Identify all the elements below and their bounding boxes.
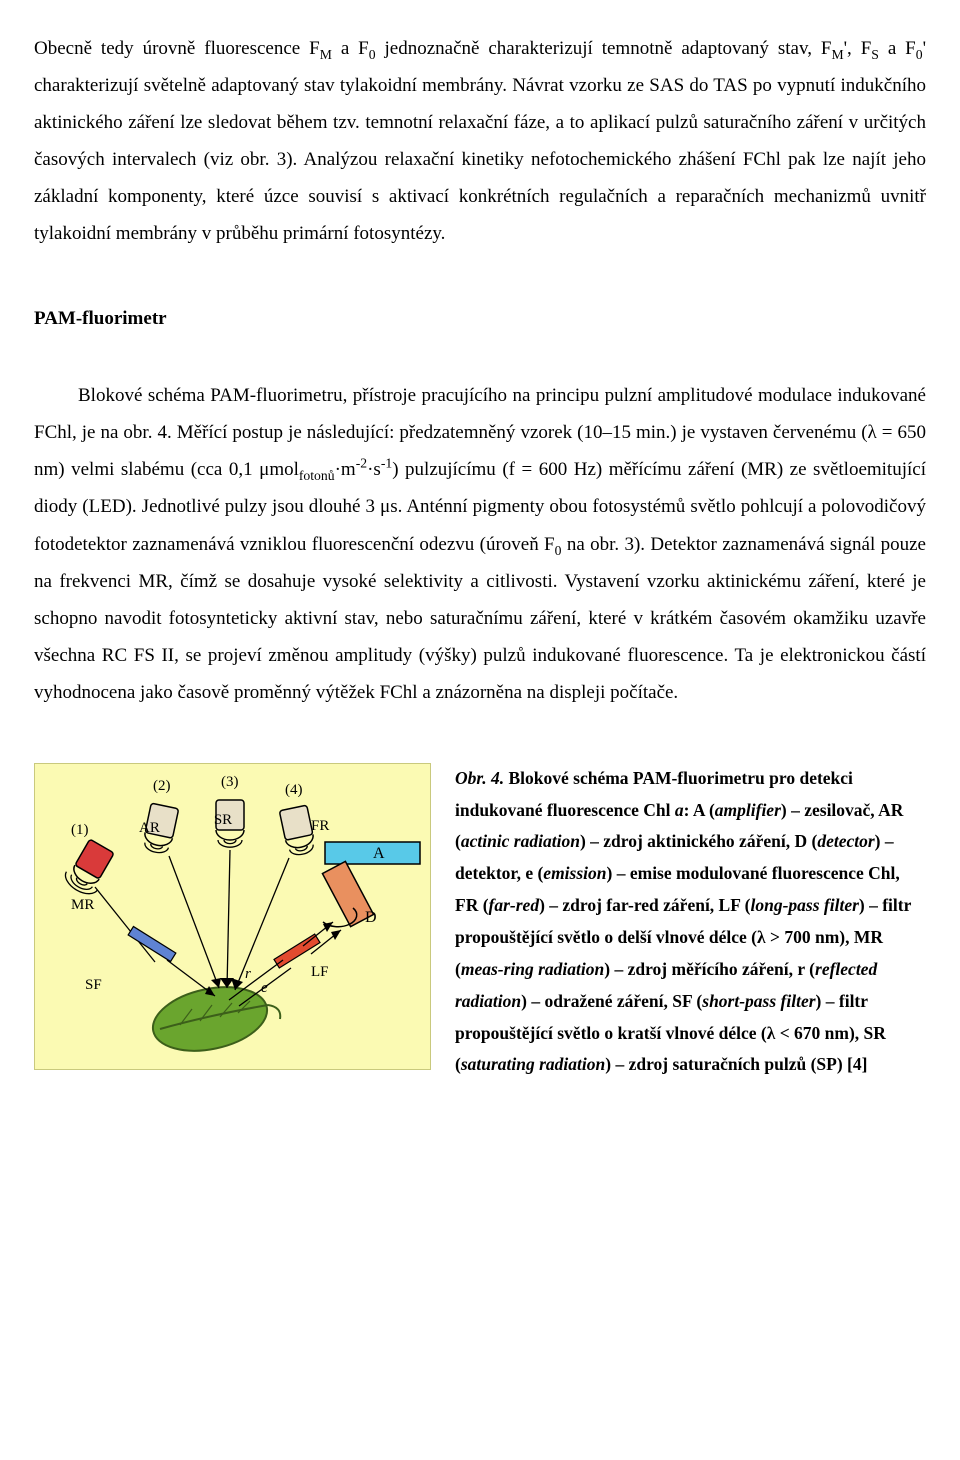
italic: actinic radiation xyxy=(461,831,580,851)
svg-text:r: r xyxy=(245,966,251,982)
text: na obr. 3). Detektor zaznamenává signál … xyxy=(34,534,926,703)
italic: meas-ring radiation xyxy=(461,959,604,979)
italic: far-red xyxy=(489,895,540,915)
text: ) – odražené záření, SF ( xyxy=(521,991,702,1011)
figure-4-block: (1) (2) (3) (4) MR AR SR FR A D SF LF re Obr. 4. Blo… xyxy=(34,763,926,1081)
paragraph-1: Obecně tedy úrovně fluorescence FM a F0 … xyxy=(34,30,926,252)
caption-label: Obr. 4. xyxy=(455,768,504,788)
text: ) – zdroj saturačních pulzů (SP) [4] xyxy=(605,1054,867,1074)
italic: short-pass filter xyxy=(702,991,815,1011)
svg-text:FR: FR xyxy=(311,818,329,834)
text: ) – zdroj far-red záření, LF ( xyxy=(539,895,750,915)
svg-text:SF: SF xyxy=(85,977,102,993)
svg-text:(3): (3) xyxy=(221,774,239,790)
subscript: 0 xyxy=(916,47,923,62)
italic: detector xyxy=(817,831,874,851)
subscript: fotonů xyxy=(299,468,335,483)
text: ' charakterizují světelně adaptovaný sta… xyxy=(34,38,926,244)
section-title: PAM-fluorimetr xyxy=(34,300,926,337)
text: ) – zdroj měřícího záření, r ( xyxy=(604,959,815,979)
italic: saturating radiation xyxy=(461,1054,605,1074)
subscript: S xyxy=(871,47,879,62)
text: ) – zdroj aktinického záření, D ( xyxy=(580,831,817,851)
italic: amplifier xyxy=(715,800,781,820)
italic: long-pass filter xyxy=(750,895,858,915)
svg-text:(4): (4) xyxy=(285,782,303,798)
subscript: 0 xyxy=(369,47,376,62)
text: Obecně tedy úrovně fluorescence F xyxy=(34,38,320,59)
italic: emission xyxy=(543,863,606,883)
svg-text:e: e xyxy=(261,980,268,996)
superscript: -1 xyxy=(381,456,392,471)
text: : A ( xyxy=(684,800,715,820)
text: a F xyxy=(879,38,916,59)
svg-text:AR: AR xyxy=(139,820,160,836)
svg-text:A: A xyxy=(373,845,385,862)
text: jednoznačně charakterizují temnotně adap… xyxy=(376,38,832,59)
svg-text:SR: SR xyxy=(214,812,232,828)
text: a F xyxy=(332,38,369,59)
svg-text:D: D xyxy=(365,909,377,926)
subscript: M xyxy=(320,47,332,62)
svg-text:LF: LF xyxy=(311,964,329,980)
subscript: M xyxy=(831,47,843,62)
text: ·s xyxy=(367,459,381,480)
figure-4-caption: Obr. 4. Blokové schéma PAM-fluorimetru p… xyxy=(455,763,926,1081)
diagram-svg: (1) (2) (3) (4) MR AR SR FR A D SF LF re xyxy=(35,764,430,1069)
superscript: -2 xyxy=(356,456,367,471)
text: ·m xyxy=(335,459,356,480)
italic: a xyxy=(675,800,684,820)
svg-text:MR: MR xyxy=(71,897,94,913)
svg-text:(2): (2) xyxy=(153,778,171,794)
text: ', F xyxy=(844,38,872,59)
svg-text:(1): (1) xyxy=(71,822,89,838)
figure-4-diagram: (1) (2) (3) (4) MR AR SR FR A D SF LF re xyxy=(34,763,431,1070)
paragraph-2: Blokové schéma PAM-fluorimetru, přístroj… xyxy=(34,377,926,710)
